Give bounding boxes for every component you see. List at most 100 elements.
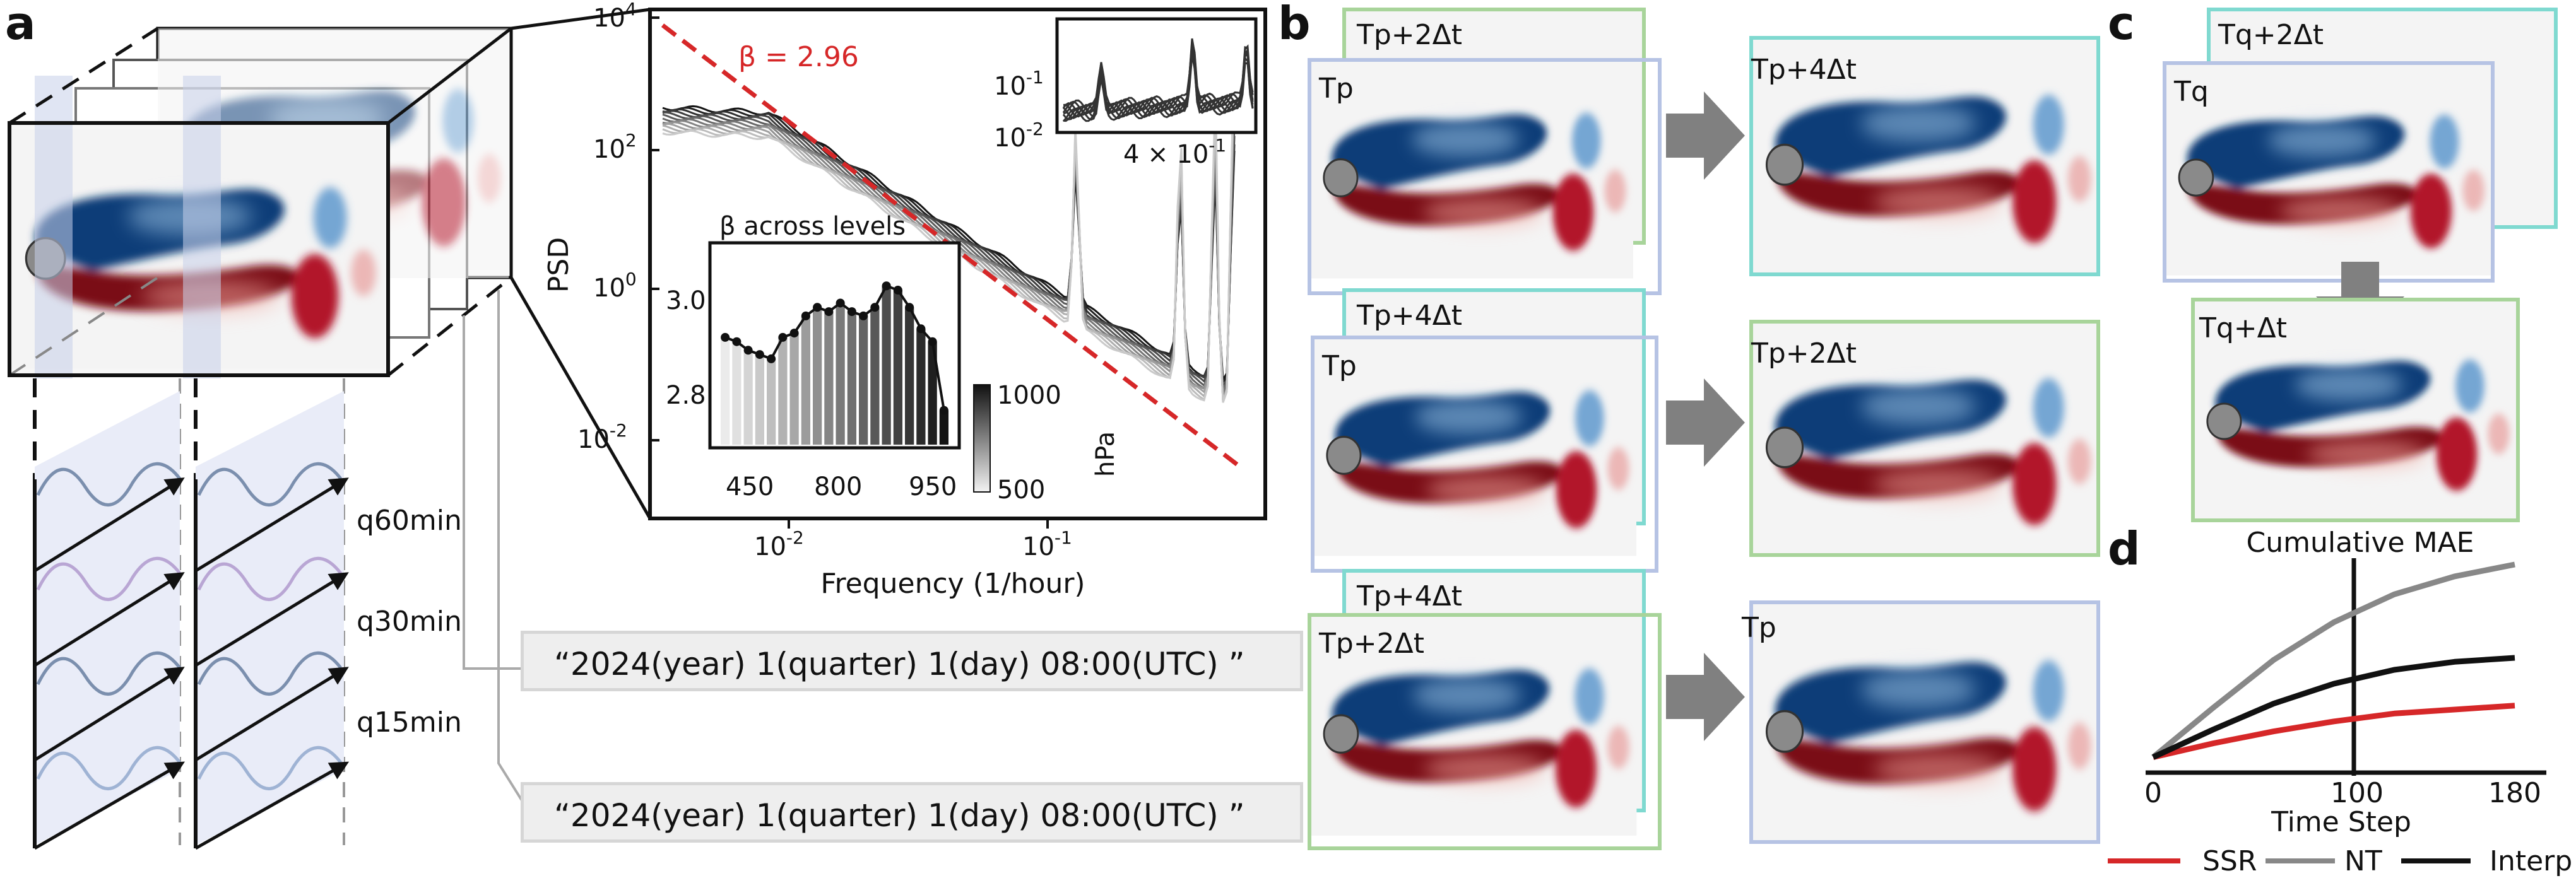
beta-bar [789,333,799,445]
time-series-stack-right [194,391,350,850]
inset-line [1063,40,1254,118]
mae-line-interp [2152,655,2515,760]
panel-c: Tq+2Δt Tq Tq+Δt [2163,8,2558,522]
frame-label: Tq+Δt [2199,312,2287,344]
frame-label: Tp+2Δt [1356,19,1462,51]
beta-bar [755,354,764,445]
psd-chart: PSD Frequency (1/hour) 104 102 100 10-2 … [543,0,1267,600]
beta-bar [916,329,926,445]
beta-point [801,311,810,320]
beta-bar [893,290,902,445]
panel-b-label: b [1278,0,1311,50]
series-label-q15: q15min [357,706,462,739]
inset-spectra [1062,38,1254,122]
beta-xtick: 950 [909,472,957,501]
mae-legend: SSR NT Interp [2108,845,2572,877]
beta-point [836,298,845,308]
beta-bar [813,307,822,445]
beta-bar [721,337,730,445]
beta-point [778,332,788,342]
frame-label: Tp [1321,350,1357,382]
beta-ytick: 2.8 [666,381,706,410]
beta-point [732,337,741,346]
inset-line [1063,49,1254,122]
colorbar-tick: 500 [997,476,1045,505]
frame-label: Tq [2173,76,2209,108]
psd-ytick: 102 [593,130,637,164]
beta-bar [801,315,810,445]
beta-point [905,303,914,312]
beta-point [767,354,776,363]
beta-label: β = 2.96 [738,41,859,73]
beta-point [813,303,822,312]
beta-bar [905,307,914,445]
arrow-right-icon [1666,91,1745,180]
beta-inset-title: β across levels [719,212,906,241]
inset-ytick: 10-2 [994,119,1044,153]
panel-b-row-2: Tp+4Δt Tp Tp+2Δt [1311,288,2100,573]
inset-line [1062,54,1254,122]
beta-bar [836,303,845,445]
beta-point [859,311,868,320]
series-label-q60: q60min [357,505,462,537]
frame-label: Tp+4Δt [1356,580,1462,612]
legend-interp: Interp [2490,845,2572,877]
mae-xtick: 0 [2144,777,2162,809]
mae-xtick: 180 [2488,777,2541,809]
psd-yticks: 104 102 100 10-2 [577,0,659,454]
colorbar-tick: 1000 [997,381,1061,410]
frame-label: Tp+2Δt [1318,628,1424,660]
beta-point [916,324,926,334]
mae-line-ssr [2152,703,2515,760]
beta-point [755,350,764,360]
colorbar-label: hPa [1091,431,1120,477]
beta-point [928,337,937,346]
beta-xtick: 800 [814,472,862,501]
beta-point [824,307,834,317]
beta-bar [859,315,868,445]
field-cube [8,26,513,378]
beta-bar [882,286,891,445]
psd-xtick: 10-2 [754,527,804,561]
psd-ytick: 100 [593,269,637,303]
legend-nt: NT [2344,845,2382,877]
beta-bar [824,312,834,445]
level-colorbar: 1000 500 hPa [973,381,1120,505]
psd-inset-zoom: 10-1 10-2 4 × 10-1 [994,17,1258,169]
series-label-q30: q30min [357,605,462,638]
beta-ytick: 3.0 [666,286,706,315]
beta-point [893,286,902,295]
panel-a-label: a [5,0,36,50]
mae-xlabel: Time Step [2271,806,2411,838]
beta-bar [732,341,741,445]
frame-label: Tp [1318,73,1354,105]
beta-bar [743,350,753,445]
beta-point [939,406,948,415]
psd-ylabel: PSD [543,237,575,293]
legend-ssr: SSR [2202,845,2257,877]
panel-c-label: c [2108,0,2135,50]
panel-b-row-3: Tp+4Δt Tp+2Δt Tp [1308,569,2100,850]
time-series-stack-left [33,391,185,850]
frame-label: Tq+2Δt [2218,19,2324,51]
mae-xtick: 100 [2331,777,2384,809]
time-string-top: “2024(year) 1(quarter) 1(day) 08:00(UTC)… [521,631,1303,691]
beta-point [721,332,730,342]
time-string-bottom: “2024(year) 1(quarter) 1(day) 08:00(UTC)… [521,782,1303,843]
beta-bar [928,341,937,445]
arrow-right-icon [1666,378,1745,467]
beta-point [847,307,856,317]
frame-label: Tp+4Δt [1356,300,1462,332]
frame-label: Tp [1741,612,1776,644]
beta-bar [767,358,776,445]
psd-ytick: 104 [593,0,637,33]
mae-chart: Cumulative MAE 0 100 180 Time Step SSR N… [2108,527,2572,877]
inset-ytick: 10-1 [994,67,1044,101]
beta-point [870,303,880,312]
frame-label: Tp+2Δt [1751,337,1857,370]
psd-xtick: 10-1 [1022,527,1072,561]
panel-b-row-1: Tp+2Δt Tp Tp+4Δt [1308,8,2100,295]
beta-point [882,281,891,291]
beta-xtick: 450 [726,472,774,501]
beta-bar [847,312,856,445]
